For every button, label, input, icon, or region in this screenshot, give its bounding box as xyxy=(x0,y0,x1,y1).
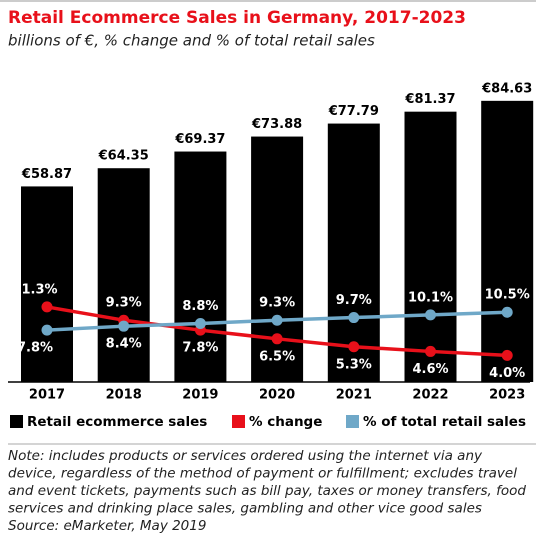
x-tick-label: 2018 xyxy=(106,388,142,403)
bar xyxy=(251,136,304,382)
x-tick-label: 2019 xyxy=(182,388,218,403)
chart-subtitle: billions of €, % change and % of total r… xyxy=(8,32,375,50)
note-line: device, regardless of the method of paym… xyxy=(8,466,517,482)
note-line: and event tickets, payments such as bill… xyxy=(8,483,526,499)
bar xyxy=(481,100,534,382)
line-point xyxy=(501,306,513,318)
bar xyxy=(21,186,73,382)
x-tick-label: 2021 xyxy=(336,388,372,403)
bar-label: €64.35 xyxy=(98,149,149,164)
line-label: 6.5% xyxy=(259,349,295,364)
x-tick-label: 2017 xyxy=(29,388,65,403)
line-label: 9.3% xyxy=(259,296,295,311)
line-point xyxy=(501,349,513,361)
line-label: 9.7% xyxy=(336,293,372,308)
line-label: 7.8% xyxy=(182,341,218,356)
note-line: Note: includes products or services orde… xyxy=(8,448,483,464)
x-tick-label: 2020 xyxy=(259,388,295,403)
line-point xyxy=(425,309,436,321)
legend-label: % of total retail sales xyxy=(363,414,526,430)
bar xyxy=(174,151,227,382)
line-point xyxy=(271,333,283,345)
line-label: 10.1% xyxy=(408,290,453,305)
line-point xyxy=(425,345,436,357)
legend-label: Retail ecommerce sales xyxy=(27,414,207,430)
bar-label: €77.79 xyxy=(328,104,379,119)
bar-label: €81.37 xyxy=(404,92,455,107)
line-point xyxy=(348,341,360,353)
line-label: 4.0% xyxy=(489,366,525,381)
legend-swatch xyxy=(232,415,245,428)
line-label: 9.3% xyxy=(106,296,142,311)
line-point xyxy=(271,314,283,326)
bar-label: €58.87 xyxy=(21,167,72,182)
bar xyxy=(404,111,457,382)
bar-label: €69.37 xyxy=(174,132,225,147)
line-label: 4.6% xyxy=(412,362,448,377)
note-line: Source: eMarketer, May 2019 xyxy=(8,518,206,534)
x-tick-label: 2022 xyxy=(412,388,448,403)
line-point xyxy=(41,324,53,336)
line-label: 5.3% xyxy=(336,357,372,372)
line-point xyxy=(194,318,206,330)
bar-label: €84.63 xyxy=(481,81,532,96)
line-label: 11.3% xyxy=(12,282,57,297)
legend-swatch xyxy=(346,415,359,428)
bar xyxy=(327,123,380,382)
line-label: 8.8% xyxy=(182,299,218,314)
x-tick-label: 2023 xyxy=(489,388,525,403)
line-point xyxy=(348,312,360,324)
line-label: 8.4% xyxy=(106,337,142,352)
legend-label: % change xyxy=(249,414,322,430)
line-point xyxy=(41,301,53,313)
line-label: 7.8% xyxy=(17,341,53,356)
chart-title: Retail Ecommerce Sales in Germany, 2017-… xyxy=(8,8,466,28)
bar-label: €73.88 xyxy=(251,117,302,132)
note-line: services and drinking place sales, gambl… xyxy=(8,501,482,517)
bar xyxy=(97,168,150,382)
line-point xyxy=(118,320,130,332)
legend-swatch xyxy=(10,415,23,428)
line-label: 10.5% xyxy=(485,288,530,303)
